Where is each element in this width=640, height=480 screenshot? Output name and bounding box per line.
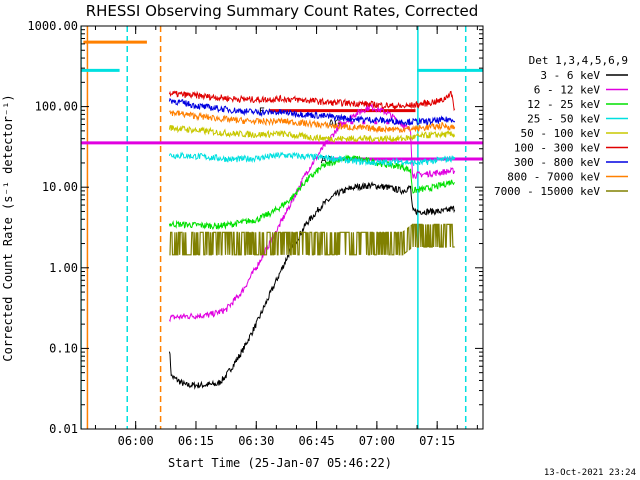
y-tick-label-5: 0.01: [49, 422, 78, 436]
x-tick-label-5: 07:15: [419, 434, 455, 448]
state-label-6: A1: [321, 155, 333, 166]
x-tick-label-3: 06:45: [299, 434, 335, 448]
legend-label-3: 25 - 50 keV: [527, 113, 600, 126]
x-tick-label-1: 06:15: [178, 434, 214, 448]
y-tick-label-4: 0.10: [49, 341, 78, 355]
state-label-0: S: [73, 38, 79, 49]
series-line-4: [168, 124, 456, 143]
series-line-0: [168, 181, 456, 390]
legend-label-7: 800 - 7000 keV: [507, 171, 600, 184]
y-axis-label: Corrected Count Rate (s⁻¹ detector⁻¹): [1, 94, 15, 361]
legend-title: Det 1,3,4,5,6,9: [529, 54, 628, 67]
chart-title: RHESSI Observing Summary Count Rates, Co…: [86, 2, 479, 20]
series-line-8: [169, 223, 455, 256]
legend-label-8: 7000 - 15000 keV: [494, 185, 600, 198]
x-tick-label-2: 06:30: [238, 434, 274, 448]
series-line-5: [168, 90, 456, 112]
timestamp: 13-Oct-2021 23:24: [544, 468, 636, 478]
y-tick-label-3: 1.00: [49, 261, 78, 275]
legend-label-1: 6 - 12 keV: [534, 84, 601, 97]
series-line-2: [168, 154, 455, 231]
legend-label-2: 12 - 25 keV: [527, 98, 600, 111]
y-tick-label-1: 100.00: [35, 100, 78, 114]
plot-frame: [80, 25, 484, 430]
legend-label-0: 3 - 6 keV: [540, 69, 600, 82]
series-line-6: [168, 97, 456, 127]
y-tick-label-2: 10.00: [42, 180, 78, 194]
series-line-3: [168, 151, 456, 168]
y-tick-label-0: 1000.00: [27, 19, 78, 33]
series-line-7: [169, 109, 456, 134]
x-tick-label-0: 06:00: [118, 434, 154, 448]
legend-label-6: 300 - 800 keV: [514, 156, 600, 169]
state-label-1: N: [71, 66, 77, 77]
legend-label-5: 100 - 300 keV: [514, 142, 600, 155]
x-axis-label: Start Time (25-Jan-07 05:46:22): [168, 456, 392, 470]
x-tick-label-4: 07:00: [359, 434, 395, 448]
legend-label-4: 50 - 100 keV: [521, 127, 601, 140]
series-line-1: [168, 104, 456, 323]
